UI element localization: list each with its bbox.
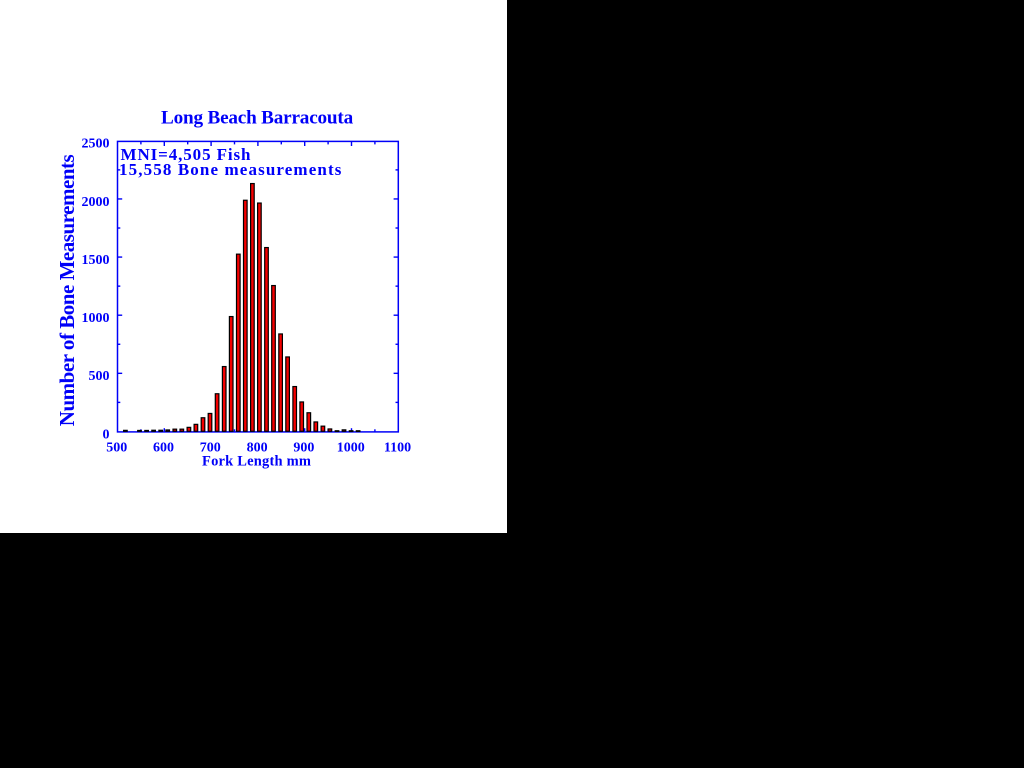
svg-text:1100: 1100 xyxy=(384,441,411,456)
svg-text:0: 0 xyxy=(103,427,110,442)
svg-text:600: 600 xyxy=(153,441,174,456)
svg-text:500: 500 xyxy=(106,441,127,456)
svg-text:15,558 Bone measurements: 15,558 Bone measurements xyxy=(119,160,342,179)
svg-text:1000: 1000 xyxy=(337,441,365,456)
svg-text:2000: 2000 xyxy=(82,195,110,210)
svg-text:800: 800 xyxy=(247,441,268,456)
svg-text:2500: 2500 xyxy=(82,137,110,152)
svg-text:700: 700 xyxy=(200,441,221,456)
svg-text:900: 900 xyxy=(293,441,314,456)
svg-text:1500: 1500 xyxy=(82,253,110,268)
svg-text:MNI=4,505 Fish: MNI=4,505 Fish xyxy=(121,145,252,164)
svg-text:1000: 1000 xyxy=(82,311,110,326)
svg-text:Fork Length mm: Fork Length mm xyxy=(202,454,311,470)
svg-text:500: 500 xyxy=(89,369,110,384)
svg-text:Long Beach Barracouta: Long Beach Barracouta xyxy=(161,107,354,128)
svg-text:Number of Bone Measurements: Number of Bone Measurements xyxy=(55,154,79,426)
